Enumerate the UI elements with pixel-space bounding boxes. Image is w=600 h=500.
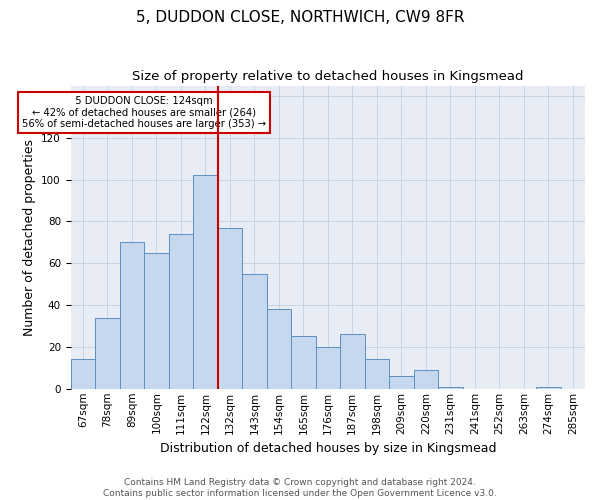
Bar (365, 360, 389, 389)
Text: 5 DUDDON CLOSE: 124sqm  
← 42% of detached houses are smaller (264)
56% of semi-: 5 DUDDON CLOSE: 124sqm ← 42% of detached… (22, 96, 266, 130)
Bar (266, 310, 291, 389)
Bar (242, 274, 266, 389)
Y-axis label: Number of detached properties: Number of detached properties (23, 138, 35, 336)
Bar (144, 253, 169, 389)
Bar (536, 386, 560, 389)
Bar (218, 228, 242, 389)
Bar (71, 360, 95, 389)
Bar (169, 234, 193, 389)
Title: Size of property relative to detached houses in Kingsmead: Size of property relative to detached ho… (132, 70, 524, 83)
Bar (95, 318, 119, 389)
Bar (119, 242, 144, 389)
Bar (291, 336, 316, 389)
X-axis label: Distribution of detached houses by size in Kingsmead: Distribution of detached houses by size … (160, 442, 496, 455)
Bar (193, 176, 218, 389)
Bar (316, 347, 340, 389)
Bar (340, 334, 365, 389)
Bar (438, 386, 463, 389)
Text: 5, DUDDON CLOSE, NORTHWICH, CW9 8FR: 5, DUDDON CLOSE, NORTHWICH, CW9 8FR (136, 10, 464, 25)
Bar (389, 376, 413, 389)
Text: Contains HM Land Registry data © Crown copyright and database right 2024.
Contai: Contains HM Land Registry data © Crown c… (103, 478, 497, 498)
Bar (413, 370, 438, 389)
